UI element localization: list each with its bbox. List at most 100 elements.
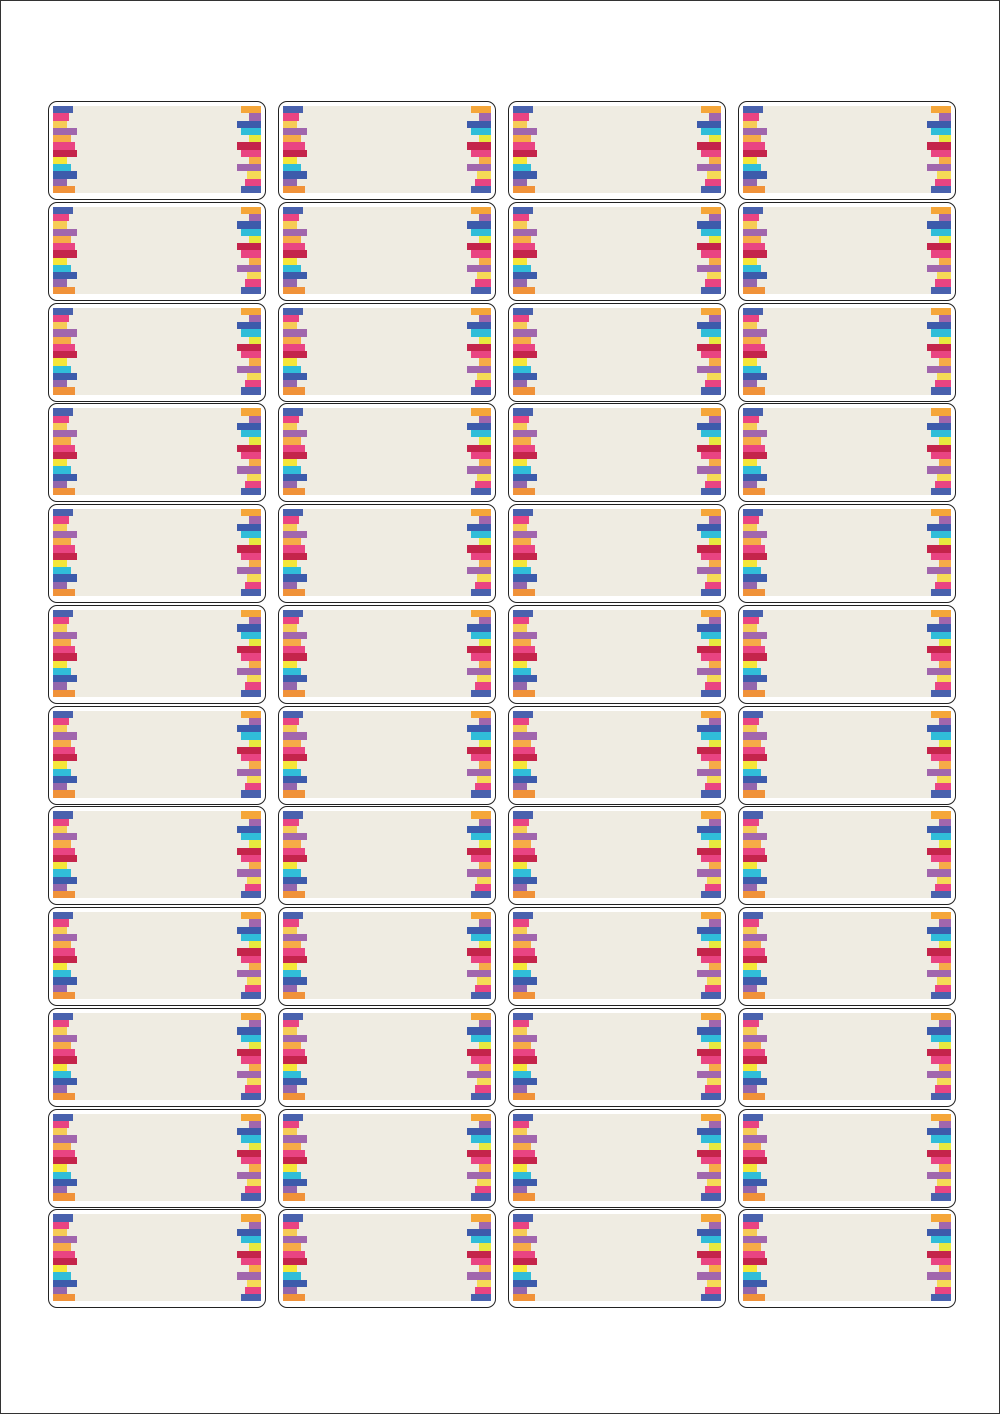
address-label[interactable]: [508, 1108, 726, 1208]
address-label[interactable]: [508, 1007, 726, 1107]
address-label[interactable]: [278, 101, 496, 200]
address-label[interactable]: [278, 302, 496, 402]
address-label[interactable]: [48, 1209, 266, 1309]
color-bar: [513, 243, 535, 251]
address-label[interactable]: [738, 504, 956, 603]
label-text-area[interactable]: [54, 912, 260, 999]
address-label[interactable]: [508, 101, 726, 200]
address-label[interactable]: [738, 201, 956, 301]
label-text-area[interactable]: [284, 811, 490, 899]
label-text-area[interactable]: [514, 1214, 720, 1302]
address-label[interactable]: [278, 907, 496, 1006]
color-bar: [513, 675, 537, 683]
address-label[interactable]: [278, 1108, 496, 1208]
label-text-area[interactable]: [54, 1012, 260, 1100]
color-bar: [477, 1279, 491, 1287]
address-label[interactable]: [278, 1209, 496, 1309]
label-text-area[interactable]: [284, 106, 490, 193]
label-text-area[interactable]: [284, 609, 490, 697]
label-text-area[interactable]: [514, 811, 720, 899]
address-label[interactable]: [48, 101, 266, 200]
label-text-area[interactable]: [284, 1012, 490, 1100]
label-text-area[interactable]: [514, 206, 720, 294]
label-text-area[interactable]: [54, 710, 260, 798]
address-label[interactable]: [738, 1108, 956, 1208]
address-label[interactable]: [738, 403, 956, 503]
address-label[interactable]: [48, 806, 266, 906]
address-label[interactable]: [278, 1007, 496, 1107]
label-text-area[interactable]: [514, 106, 720, 193]
label-text-area[interactable]: [744, 912, 950, 999]
address-label[interactable]: [48, 302, 266, 402]
label-text-area[interactable]: [744, 106, 950, 193]
label-text-area[interactable]: [514, 307, 720, 395]
address-label[interactable]: [738, 705, 956, 805]
label-text-area[interactable]: [54, 609, 260, 697]
address-label[interactable]: [48, 1108, 266, 1208]
address-label[interactable]: [508, 504, 726, 603]
address-label[interactable]: [278, 201, 496, 301]
label-text-area[interactable]: [514, 408, 720, 496]
label-text-area[interactable]: [744, 811, 950, 899]
label-text-area[interactable]: [54, 1113, 260, 1201]
label-text-area[interactable]: [284, 1113, 490, 1201]
color-bar: [513, 178, 527, 186]
address-label[interactable]: [738, 1209, 956, 1309]
address-label[interactable]: [278, 604, 496, 704]
label-text-area[interactable]: [514, 710, 720, 798]
address-label[interactable]: [278, 403, 496, 503]
address-label[interactable]: [48, 403, 266, 503]
label-text-area[interactable]: [514, 509, 720, 596]
address-label[interactable]: [48, 907, 266, 1006]
label-text-area[interactable]: [54, 811, 260, 899]
label-text-area[interactable]: [744, 1113, 950, 1201]
label-text-area[interactable]: [284, 710, 490, 798]
address-label[interactable]: [48, 201, 266, 301]
address-label[interactable]: [48, 604, 266, 704]
label-text-area[interactable]: [514, 912, 720, 999]
label-text-area[interactable]: [744, 609, 950, 697]
label-text-area[interactable]: [744, 710, 950, 798]
label-text-area[interactable]: [514, 1113, 720, 1201]
address-label[interactable]: [278, 806, 496, 906]
label-text-area[interactable]: [54, 307, 260, 395]
address-label[interactable]: [738, 101, 956, 200]
label-text-area[interactable]: [744, 509, 950, 596]
label-text-area[interactable]: [54, 408, 260, 496]
label-text-area[interactable]: [284, 509, 490, 596]
label-text-area[interactable]: [744, 1214, 950, 1302]
label-text-area[interactable]: [284, 307, 490, 395]
address-label[interactable]: [48, 705, 266, 805]
label-text-area[interactable]: [744, 1012, 950, 1100]
address-label[interactable]: [508, 302, 726, 402]
label-text-area[interactable]: [514, 609, 720, 697]
label-text-area[interactable]: [744, 408, 950, 496]
address-label[interactable]: [508, 1209, 726, 1309]
address-label[interactable]: [738, 604, 956, 704]
label-text-area[interactable]: [284, 912, 490, 999]
address-label[interactable]: [738, 806, 956, 906]
address-label[interactable]: [738, 1007, 956, 1107]
address-label[interactable]: [738, 302, 956, 402]
label-text-area[interactable]: [744, 206, 950, 294]
label-text-area[interactable]: [54, 206, 260, 294]
label-text-area[interactable]: [54, 509, 260, 596]
label-text-area[interactable]: [514, 1012, 720, 1100]
label-text-area[interactable]: [284, 1214, 490, 1302]
address-label[interactable]: [48, 1007, 266, 1107]
address-label[interactable]: [508, 806, 726, 906]
address-label[interactable]: [738, 907, 956, 1006]
address-label[interactable]: [508, 604, 726, 704]
address-label[interactable]: [508, 705, 726, 805]
address-label[interactable]: [508, 907, 726, 1006]
label-text-area[interactable]: [284, 206, 490, 294]
label-text-area[interactable]: [744, 307, 950, 395]
address-label[interactable]: [48, 504, 266, 603]
address-label[interactable]: [508, 201, 726, 301]
label-text-area[interactable]: [284, 408, 490, 496]
address-label[interactable]: [278, 705, 496, 805]
address-label[interactable]: [278, 504, 496, 603]
address-label[interactable]: [508, 403, 726, 503]
label-text-area[interactable]: [54, 1214, 260, 1302]
label-text-area[interactable]: [54, 106, 260, 193]
